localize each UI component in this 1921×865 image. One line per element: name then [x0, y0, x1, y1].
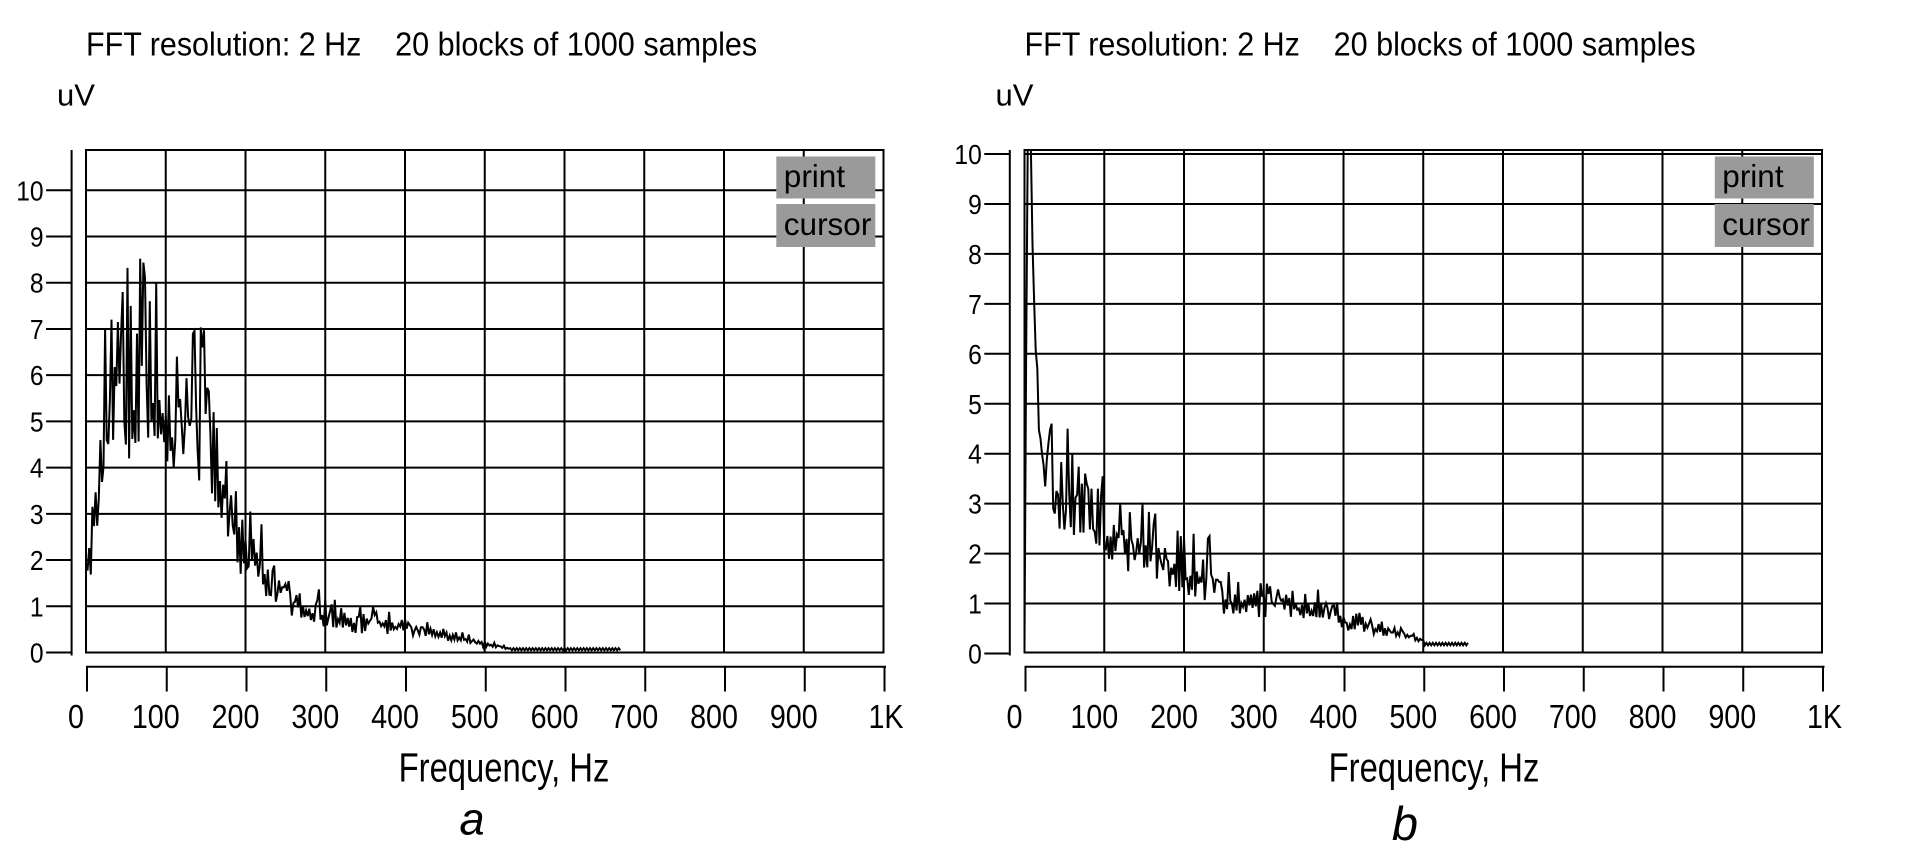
svg-text:5: 5	[968, 388, 982, 420]
svg-text:20 blocks of 1000 samples: 20 blocks of 1000 samples	[395, 25, 757, 62]
svg-text:2: 2	[968, 538, 982, 570]
svg-text:10: 10	[16, 175, 43, 207]
svg-text:4: 4	[968, 438, 982, 470]
svg-text:1K: 1K	[1807, 698, 1842, 735]
svg-text:8: 8	[30, 267, 44, 299]
svg-text:uV: uV	[996, 78, 1034, 113]
svg-text:9: 9	[968, 188, 982, 220]
svg-text:print: print	[784, 158, 846, 194]
svg-text:3: 3	[968, 488, 982, 520]
svg-text:600: 600	[1469, 698, 1517, 735]
svg-text:400: 400	[371, 698, 419, 735]
svg-text:print: print	[1722, 158, 1784, 194]
svg-text:3: 3	[30, 498, 44, 530]
svg-text:uV: uV	[57, 78, 95, 113]
svg-text:6: 6	[968, 338, 982, 370]
svg-text:1: 1	[968, 588, 982, 620]
svg-text:100: 100	[1070, 698, 1118, 735]
svg-text:0: 0	[968, 638, 982, 670]
svg-text:200: 200	[212, 698, 260, 735]
svg-text:0: 0	[68, 698, 84, 735]
svg-text:500: 500	[1389, 698, 1437, 735]
svg-text:0: 0	[1007, 698, 1023, 735]
svg-text:700: 700	[610, 698, 658, 735]
svg-text:900: 900	[770, 698, 818, 735]
svg-text:7: 7	[968, 288, 982, 320]
svg-text:800: 800	[690, 698, 738, 735]
svg-text:1: 1	[30, 591, 44, 623]
svg-text:900: 900	[1708, 698, 1756, 735]
svg-text:700: 700	[1549, 698, 1597, 735]
svg-text:7: 7	[30, 313, 44, 345]
svg-text:FFT resolution: 2 Hz: FFT resolution: 2 Hz	[86, 25, 361, 62]
svg-text:10: 10	[954, 139, 981, 171]
svg-text:6: 6	[30, 360, 44, 392]
svg-text:20 blocks of 1000 samples: 20 blocks of 1000 samples	[1334, 25, 1696, 62]
svg-text:8: 8	[968, 238, 982, 270]
svg-text:800: 800	[1629, 698, 1677, 735]
svg-text:300: 300	[1230, 698, 1278, 735]
svg-text:300: 300	[291, 698, 339, 735]
svg-text:500: 500	[451, 698, 499, 735]
svg-text:2: 2	[30, 545, 44, 577]
svg-text:600: 600	[531, 698, 579, 735]
svg-text:5: 5	[30, 406, 44, 438]
svg-text:FFT resolution: 2 Hz: FFT resolution: 2 Hz	[1025, 25, 1300, 62]
svg-text:4: 4	[30, 452, 44, 484]
svg-text:cursor: cursor	[1722, 206, 1810, 242]
svg-text:0: 0	[30, 637, 44, 669]
svg-text:100: 100	[132, 698, 180, 735]
svg-text:400: 400	[1310, 698, 1358, 735]
svg-text:9: 9	[30, 221, 44, 253]
svg-text:Frequency, Hz: Frequency, Hz	[1329, 744, 1540, 790]
svg-text:Frequency, Hz: Frequency, Hz	[399, 744, 610, 790]
svg-text:b: b	[1392, 797, 1418, 850]
svg-text:cursor: cursor	[784, 206, 872, 242]
svg-text:a: a	[459, 794, 484, 845]
svg-text:1K: 1K	[868, 698, 903, 735]
svg-text:200: 200	[1150, 698, 1198, 735]
